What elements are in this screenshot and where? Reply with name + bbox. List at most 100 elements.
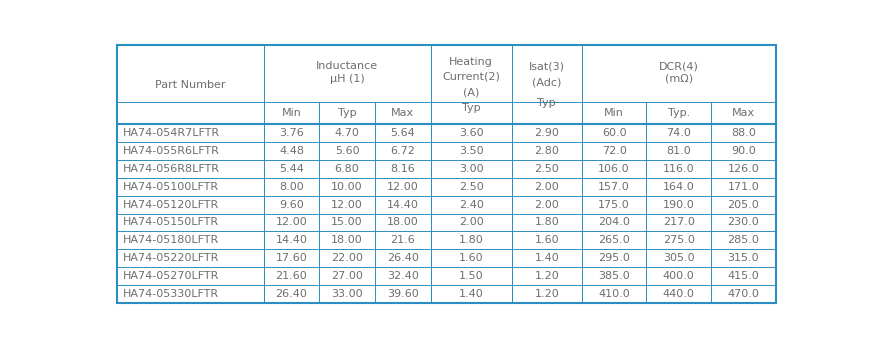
Text: 32.40: 32.40 [387, 271, 419, 281]
Text: HA74-054R7LFTR: HA74-054R7LFTR [122, 128, 219, 138]
Text: 275.0: 275.0 [663, 235, 695, 245]
Text: 126.0: 126.0 [727, 164, 760, 174]
Text: 17.60: 17.60 [275, 253, 307, 263]
Text: 90.0: 90.0 [731, 146, 756, 156]
Text: 6.80: 6.80 [334, 164, 360, 174]
Text: 1.60: 1.60 [535, 235, 559, 245]
Text: 9.60: 9.60 [279, 199, 304, 209]
Text: Isat(3): Isat(3) [529, 61, 564, 71]
Text: 385.0: 385.0 [598, 271, 630, 281]
Text: 33.00: 33.00 [331, 289, 363, 299]
Text: HA74-05330LFTR: HA74-05330LFTR [122, 289, 219, 299]
Text: 1.40: 1.40 [535, 253, 559, 263]
Text: (A): (A) [463, 87, 479, 97]
Text: 175.0: 175.0 [598, 199, 630, 209]
Text: 1.40: 1.40 [459, 289, 483, 299]
Text: 106.0: 106.0 [598, 164, 630, 174]
Text: (mΩ): (mΩ) [665, 74, 692, 84]
Text: 5.64: 5.64 [390, 128, 415, 138]
Text: 26.40: 26.40 [387, 253, 419, 263]
Text: 14.40: 14.40 [275, 235, 307, 245]
Text: 72.0: 72.0 [602, 146, 626, 156]
Text: 12.00: 12.00 [331, 199, 363, 209]
Text: 6.72: 6.72 [390, 146, 415, 156]
Text: HA74-05100LFTR: HA74-05100LFTR [122, 182, 219, 192]
Text: 1.60: 1.60 [459, 253, 483, 263]
Text: 2.00: 2.00 [535, 199, 559, 209]
Text: 3.00: 3.00 [459, 164, 483, 174]
Text: 27.00: 27.00 [331, 271, 363, 281]
Text: 18.00: 18.00 [387, 217, 419, 227]
Text: 3.60: 3.60 [459, 128, 483, 138]
Text: HA74-05270LFTR: HA74-05270LFTR [122, 271, 219, 281]
Text: 204.0: 204.0 [598, 217, 630, 227]
Text: 1.20: 1.20 [535, 271, 559, 281]
Text: 2.40: 2.40 [459, 199, 483, 209]
Text: 8.16: 8.16 [390, 164, 415, 174]
Text: Max: Max [732, 108, 755, 118]
Text: HA74-05220LFTR: HA74-05220LFTR [122, 253, 219, 263]
Text: 21.60: 21.60 [275, 271, 307, 281]
Text: 26.40: 26.40 [275, 289, 307, 299]
Text: 21.6: 21.6 [390, 235, 415, 245]
Text: Min: Min [281, 108, 301, 118]
Text: 3.76: 3.76 [279, 128, 304, 138]
Text: Part Number: Part Number [155, 80, 226, 90]
Text: HA74-05120LFTR: HA74-05120LFTR [122, 199, 219, 209]
Text: 15.00: 15.00 [331, 217, 363, 227]
Text: 415.0: 415.0 [727, 271, 760, 281]
Text: HA74-05180LFTR: HA74-05180LFTR [122, 235, 219, 245]
Text: 2.50: 2.50 [459, 182, 483, 192]
Text: 74.0: 74.0 [666, 128, 692, 138]
Text: 171.0: 171.0 [727, 182, 760, 192]
Text: 2.00: 2.00 [535, 182, 559, 192]
Text: (Adc): (Adc) [532, 77, 562, 87]
Text: 14.40: 14.40 [387, 199, 419, 209]
Text: 217.0: 217.0 [663, 217, 695, 227]
Text: 157.0: 157.0 [598, 182, 630, 192]
Text: 265.0: 265.0 [598, 235, 630, 245]
Text: 440.0: 440.0 [663, 289, 695, 299]
Text: 12.00: 12.00 [387, 182, 419, 192]
Text: 285.0: 285.0 [727, 235, 760, 245]
Text: 4.70: 4.70 [334, 128, 360, 138]
Text: 2.00: 2.00 [459, 217, 483, 227]
Text: 205.0: 205.0 [727, 199, 760, 209]
Text: 3.50: 3.50 [459, 146, 483, 156]
Text: 60.0: 60.0 [602, 128, 626, 138]
Text: 400.0: 400.0 [663, 271, 695, 281]
Text: 230.0: 230.0 [727, 217, 760, 227]
Text: 1.20: 1.20 [535, 289, 559, 299]
Text: 88.0: 88.0 [731, 128, 756, 138]
Text: Typ.: Typ. [668, 108, 690, 118]
Text: 4.48: 4.48 [279, 146, 304, 156]
Text: 470.0: 470.0 [727, 289, 760, 299]
Text: 5.44: 5.44 [279, 164, 304, 174]
Text: 18.00: 18.00 [331, 235, 363, 245]
Text: 164.0: 164.0 [663, 182, 695, 192]
Text: 5.60: 5.60 [334, 146, 360, 156]
Text: 2.50: 2.50 [535, 164, 559, 174]
Text: 2.90: 2.90 [534, 128, 559, 138]
Text: 305.0: 305.0 [663, 253, 694, 263]
Text: 22.00: 22.00 [331, 253, 363, 263]
Text: 39.60: 39.60 [387, 289, 419, 299]
Text: Typ: Typ [537, 98, 556, 108]
Text: 1.50: 1.50 [459, 271, 483, 281]
Text: Max: Max [391, 108, 415, 118]
Text: Min: Min [604, 108, 624, 118]
Text: 116.0: 116.0 [663, 164, 694, 174]
Text: 1.80: 1.80 [459, 235, 483, 245]
Text: μH (1): μH (1) [330, 74, 364, 84]
Text: 410.0: 410.0 [598, 289, 630, 299]
Text: 10.00: 10.00 [331, 182, 363, 192]
Text: 8.00: 8.00 [279, 182, 304, 192]
Text: Current(2): Current(2) [442, 72, 500, 82]
Text: Typ: Typ [462, 103, 481, 113]
Text: 295.0: 295.0 [598, 253, 630, 263]
Text: HA74-05150LFTR: HA74-05150LFTR [122, 217, 219, 227]
Text: 2.80: 2.80 [534, 146, 559, 156]
Text: 12.00: 12.00 [275, 217, 307, 227]
Text: Heating: Heating [449, 57, 493, 67]
Text: Typ: Typ [338, 108, 356, 118]
